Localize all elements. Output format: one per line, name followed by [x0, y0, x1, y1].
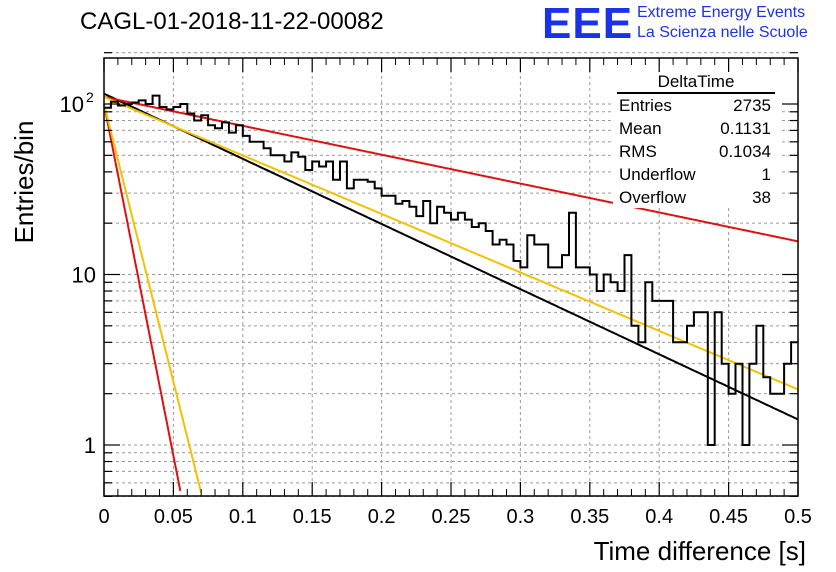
fit-curve	[103, 95, 799, 391]
fit-layer	[103, 92, 799, 493]
stats-row-mean: Mean 0.1131	[613, 117, 779, 140]
y-tick-label: 10	[72, 263, 96, 288]
x-tick-label: 0.1	[229, 506, 257, 528]
stats-box: DeltaTime Entries 2735 Mean 0.1131 RMS 0…	[613, 72, 779, 208]
logo-line-2: La Scienza nelle Scuole	[637, 24, 808, 41]
stats-label: Underflow	[619, 165, 696, 184]
stats-label: RMS	[619, 142, 657, 161]
axis-ticks	[103, 52, 799, 497]
eee-logo: EEE	[542, 0, 634, 48]
stats-label: Mean	[619, 119, 662, 138]
x-tick-label: 0.05	[154, 506, 193, 528]
x-tick-label: 0.4	[645, 506, 673, 528]
stats-row-entries: Entries 2735	[613, 94, 779, 117]
stats-value: 0.1131	[720, 119, 771, 138]
x-tick-label: 0.3	[506, 506, 534, 528]
x-tick-label: 0.35	[570, 506, 609, 528]
y-tick-label: 1	[84, 433, 96, 458]
histogram-layer	[104, 94, 798, 446]
x-tick-label: 0.25	[432, 506, 471, 528]
stats-title: DeltaTime	[617, 72, 775, 94]
logo-line-1: Extreme Energy Events	[637, 4, 806, 21]
stats-value: 0.1034	[719, 142, 771, 161]
y-tick-label: 10	[60, 92, 84, 117]
fit-curve	[103, 103, 182, 492]
stats-label: Entries	[619, 96, 672, 115]
stats-row-overflow: Overflow 38	[613, 186, 779, 209]
chart-title: CAGL-01-2018-11-22-00082	[80, 8, 384, 35]
fit-curve	[103, 95, 799, 243]
stats-value: 2735	[733, 96, 771, 115]
x-tick-label: 0.5	[784, 506, 812, 528]
x-tick-label: 0.45	[709, 506, 748, 528]
stats-value: 1	[761, 165, 771, 184]
fit-curve	[103, 103, 203, 493]
x-tick-label: 0.2	[368, 506, 396, 528]
x-tick-label: 0	[98, 506, 109, 528]
fit-curve	[103, 92, 799, 421]
y-axis-label: Entries/bin	[9, 121, 39, 244]
stats-row-rms: RMS 0.1034	[613, 140, 779, 163]
stats-value: 38	[752, 188, 771, 207]
histogram-steps	[104, 94, 798, 446]
tick-labels: 0 0.05 0.1 0.15 0.2 0.25 0.3 0.35 0.4 0.45 0.5 1 10 1…	[60, 89, 812, 528]
stats-row-underflow: Underflow 1	[613, 163, 779, 186]
stats-label: Overflow	[619, 188, 687, 207]
x-tick-label: 0.15	[293, 506, 332, 528]
x-axis-label: Time difference [s]	[594, 536, 806, 566]
y-tick-exponent: 2	[86, 89, 94, 105]
